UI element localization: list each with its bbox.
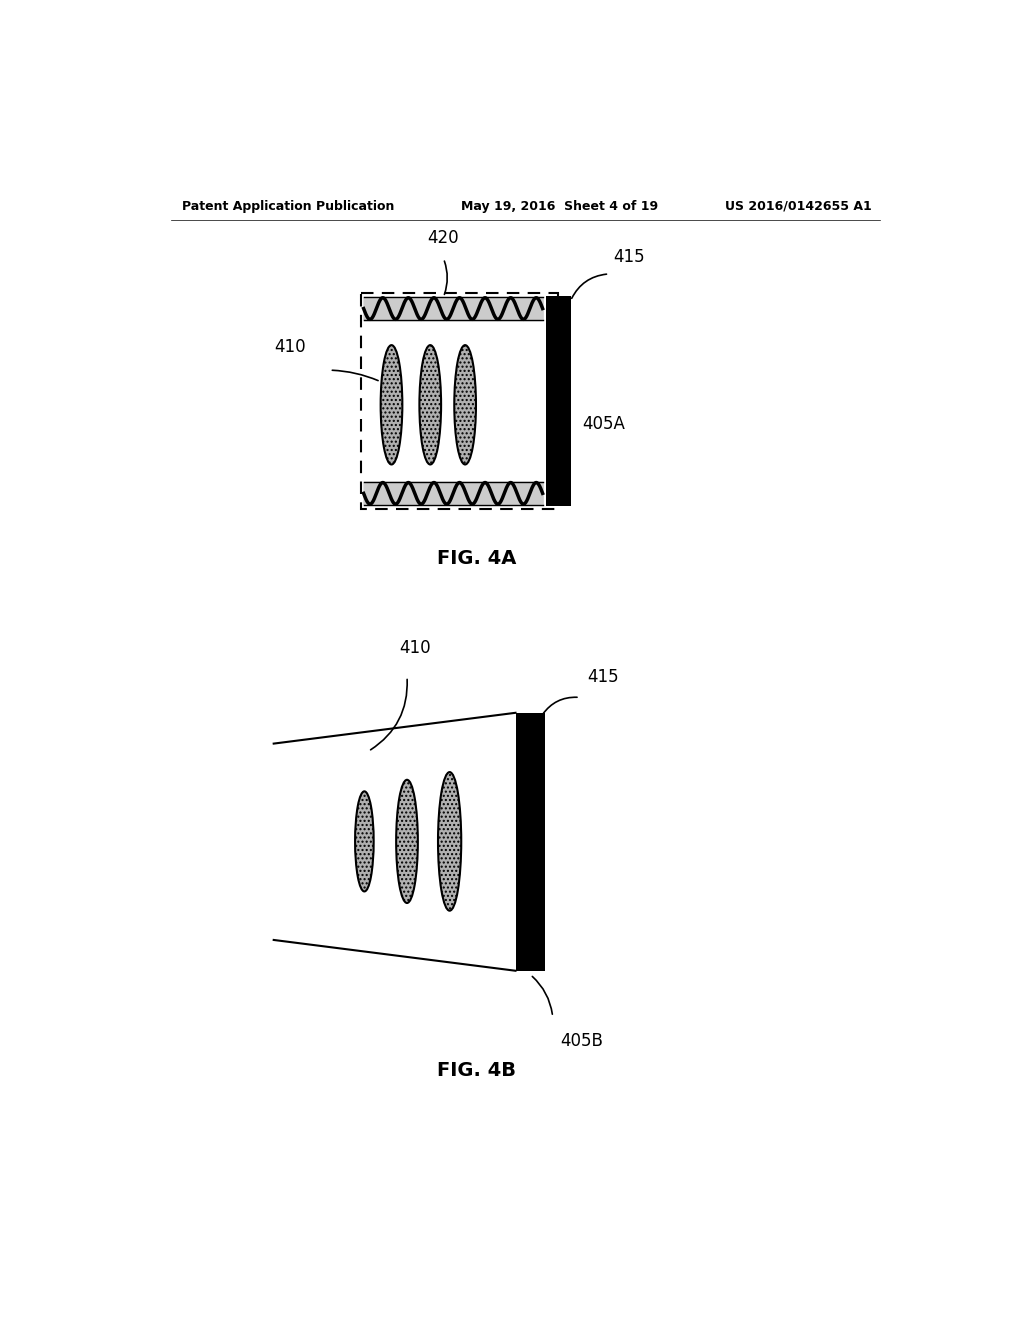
- Text: Patent Application Publication: Patent Application Publication: [182, 199, 394, 213]
- Text: May 19, 2016  Sheet 4 of 19: May 19, 2016 Sheet 4 of 19: [461, 199, 658, 213]
- Text: US 2016/0142655 A1: US 2016/0142655 A1: [725, 199, 872, 213]
- Text: 405B: 405B: [560, 1032, 603, 1051]
- Ellipse shape: [420, 345, 441, 465]
- Ellipse shape: [355, 792, 374, 891]
- Text: 420: 420: [428, 228, 459, 247]
- Text: 410: 410: [274, 338, 306, 356]
- Text: 410: 410: [399, 639, 430, 657]
- Ellipse shape: [381, 345, 402, 465]
- Bar: [546, 296, 570, 506]
- Text: 405A: 405A: [583, 414, 625, 433]
- Ellipse shape: [455, 345, 476, 465]
- Text: FIG. 4A: FIG. 4A: [437, 549, 516, 569]
- Ellipse shape: [396, 780, 418, 903]
- Text: 415: 415: [613, 248, 645, 267]
- Bar: [515, 713, 545, 970]
- Ellipse shape: [438, 772, 461, 911]
- Text: 415: 415: [588, 668, 620, 686]
- Text: FIG. 4B: FIG. 4B: [437, 1061, 516, 1080]
